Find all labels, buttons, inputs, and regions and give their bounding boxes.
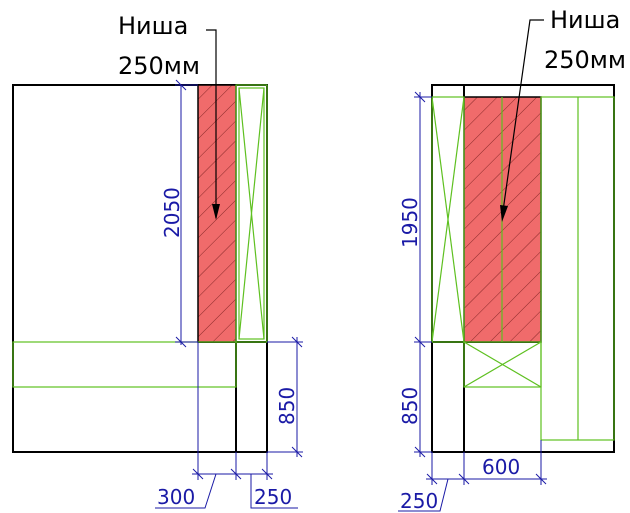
right-niche-title-line1: Ниша: [550, 6, 620, 34]
right-leader-line: [501, 19, 544, 219]
right-leader-arrow: [500, 205, 508, 222]
left-cabinet: [235, 84, 268, 343]
left-dim-niche-label: 2050: [160, 187, 184, 238]
left-niche-title-line1: Ниша: [118, 12, 188, 40]
right-drawing: 1950 850 600 250 Ниша 250мм: [398, 6, 626, 513]
left-shelf: [12, 341, 237, 388]
left-dim-lower-label: 850: [275, 387, 299, 425]
left-cabinet-inner: [238, 87, 265, 340]
right-dim-bottom-label: 250: [400, 489, 438, 513]
right-left-cabinet: [431, 96, 465, 343]
left-drawing: 2050 850 300 250 Ниша 250мм: [12, 12, 303, 509]
left-leader-line: [206, 29, 217, 218]
left-leader-arrow: [212, 204, 220, 220]
left-niche-title-line2: 250мм: [118, 52, 200, 80]
right-niche-title-line2: 250мм: [544, 46, 626, 74]
right-dim-lower-label: 850: [398, 387, 422, 425]
left-dim-bottom-b-label: 250: [254, 485, 292, 509]
right-dim-niche-label: 1950: [398, 197, 422, 248]
left-dim-bottom-a-label: 300: [157, 485, 195, 509]
right-dim-width-label: 600: [482, 455, 520, 479]
